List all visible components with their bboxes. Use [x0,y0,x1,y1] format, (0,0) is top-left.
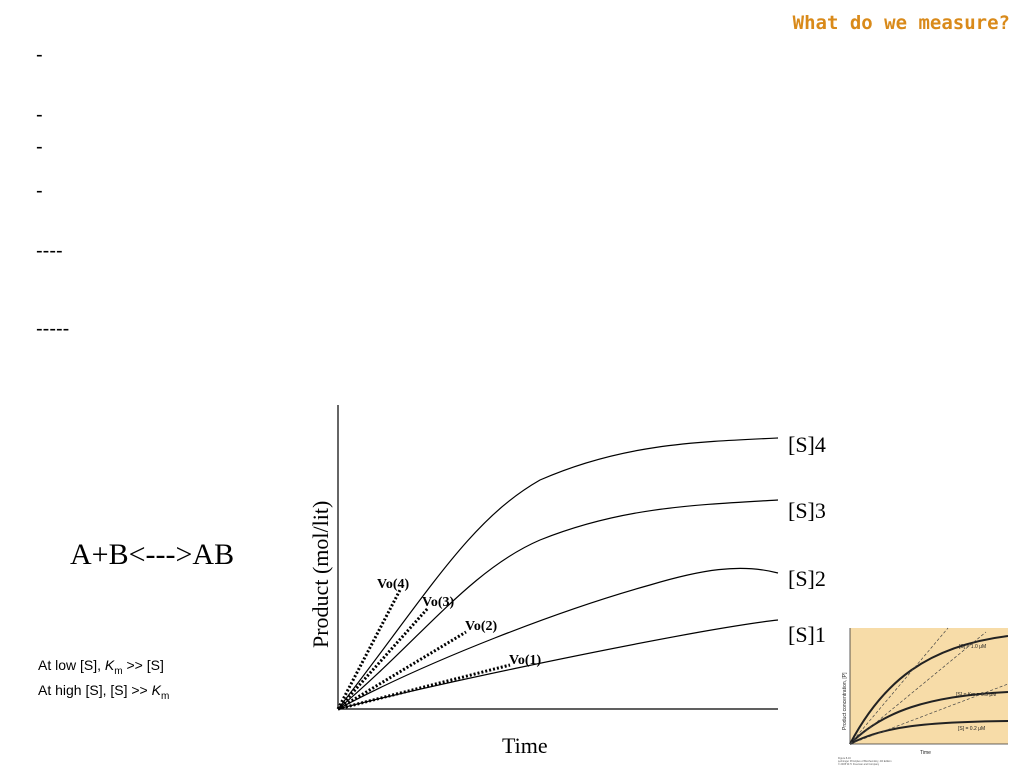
bullet-dash: - [36,44,43,66]
curve-s3 [337,499,779,710]
reaction-equation: A+B<--->AB [70,538,235,571]
inset-caption: © 2005 W.H. Freeman and Company [838,763,880,766]
slide-title: What do we measure? [792,12,1010,34]
inset-y-label: Product concentration, [P] [842,672,848,730]
series-label-s2: [S]2 [788,566,826,591]
inset-label-2: [S] = Km = 0.5 μM [956,692,996,698]
label-vo2: Vo(2) [465,619,497,634]
curve-s4 [337,437,779,710]
inset-label-3: [S] = 0.2 μM [958,726,985,732]
label-vo3: Vo(3) [422,595,454,610]
curve-s2 [337,567,779,710]
inset-tangent-2 [849,631,987,745]
inset-label-1: [S] = 1.0 μM [959,644,986,650]
label-vo1: Vo(1) [509,653,541,668]
inset-caption: Lehninger Principles of Biochemistry, 4t… [838,760,892,763]
bullet-dash: ----- [36,318,70,340]
km-notes: At low [S], Km >> [S] At high [S], [S] >… [38,656,169,706]
tangent-vo3 [336,607,430,710]
y-axis-label: Product (mol/lit) [308,501,333,648]
tangent-vo2 [337,630,467,711]
bullet-dash: - [36,104,43,126]
tangent-vo1 [337,663,511,711]
inset-tangent-1 [849,627,949,745]
series-label-s4: [S]4 [788,432,826,457]
bullet-dash: - [36,180,43,202]
x-axis-label: Time [502,733,548,758]
label-vo4: Vo(4) [377,577,409,592]
series-label-s3: [S]3 [788,498,826,523]
note-low-s: At low [S], Km >> [S] [38,657,164,677]
textbook-inset-figure: [S] = 1.0 μM [S] = Km = 0.5 μM [S] = 0.2… [838,627,1008,766]
inset-x-label: Time [920,750,931,756]
inset-caption: Figure 8-16 [838,757,851,760]
note-high-s: At high [S], [S] >> Km [38,681,170,702]
inset-curve-3 [849,720,1008,745]
series-label-s1: [S]1 [788,622,826,647]
inset-curve-1 [849,635,1008,745]
curve-s1 [337,619,779,710]
inset-tangent-3 [849,683,1008,745]
bullet-dash: ---- [36,240,63,262]
bullet-dash: - [36,136,43,158]
tangent-vo4 [336,589,402,710]
